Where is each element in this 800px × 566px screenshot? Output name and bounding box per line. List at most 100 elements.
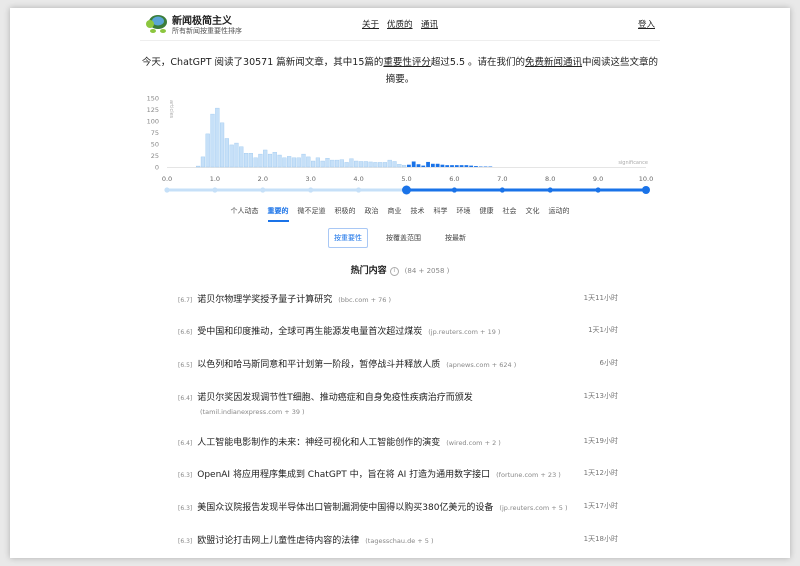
slider-tick-mark [499,187,505,193]
news-score: [6.3] [178,505,193,512]
histogram-bar [354,160,359,168]
histogram-bar [219,122,225,168]
article-count: (84 + 2058 ) [404,267,450,275]
y-tick-label: 0 [155,164,159,172]
news-time: 1天17小时 [583,502,618,510]
x-tick-label: 0.0 [162,175,172,183]
sort-option[interactable]: 按最新 [445,234,466,242]
y-tick-label: 100 [147,118,159,126]
news-title[interactable]: 受中国和印度推动，全球可再生能源发电量首次超过煤炭 [197,327,423,337]
histogram-bar [435,163,440,167]
histogram-bar [334,159,340,168]
histogram-bar [315,157,320,168]
category-tab[interactable]: 文化 [525,207,540,215]
histogram-bar [440,164,445,167]
x-tick-label: 2.0 [258,175,268,183]
news-item: [6.4] 诺贝尔奖因发现调节性T细胞、推动癌症和自身免疫性疾病治疗而颁发 (tam… [178,390,618,416]
histogram-bar [416,164,421,167]
histogram-bar [243,153,249,168]
histogram-bar [459,165,464,167]
category-tab[interactable]: 科学 [433,207,448,215]
y-axis-label: articles [168,100,174,119]
turtle-logo-icon[interactable] [145,12,169,34]
nav-premium[interactable]: 优质的 [387,20,413,30]
slider-tick-mark [308,187,314,193]
category-tab[interactable]: 运动的 [548,207,570,215]
news-source[interactable]: (tagesschau.de + 5 ) [365,537,434,545]
category-tab[interactable]: 重要的 [267,204,289,222]
slider-tick-mark [260,187,266,193]
news-title[interactable]: 美国众议院报告发现半导体出口管制漏洞使中国得以购买380亿美元的设备 [197,503,494,513]
histogram-bar [224,138,229,168]
histogram-bar [277,154,282,168]
histogram-bar [392,161,397,168]
histogram-bar [234,142,239,168]
news-source[interactable]: (jp.reuters.com + 19 ) [428,328,501,336]
x-tick-label: 1.0 [210,175,220,183]
histogram-bar [282,157,287,168]
news-item: [6.3] OpenAI 将应用程序集成到 ChatGPT 中，旨在将 AI 打造… [178,467,618,480]
news-title[interactable]: 以色列和哈马斯同意和平计划第一阶段，暂停战斗并释放人质 [197,360,441,370]
category-tab[interactable]: 社会 [502,207,517,215]
news-source[interactable]: (apnews.com + 624 ) [446,361,517,369]
histogram-bar [349,158,354,168]
nav-newsletter[interactable]: 通讯 [421,20,439,30]
histogram-bar [200,156,206,168]
news-source[interactable]: (tamil.indianexpress.com + 39 ) [200,408,305,416]
histogram-bar [445,165,450,167]
histogram-bar [426,161,430,167]
section-heading: 热门内容 i (84 + 2058 ) [140,263,660,276]
news-source[interactable]: (jp.reuters.com + 5 ) [499,504,568,512]
histogram-bar [430,163,435,167]
category-tab[interactable]: 个人动态 [230,207,259,215]
category-tab[interactable]: 微不足道 [297,207,326,215]
news-time: 1天11小时 [583,294,618,302]
category-tab[interactable]: 健康 [479,207,494,215]
histogram-bar [421,165,426,167]
news-source[interactable]: (fortune.com + 23 ) [496,471,561,479]
news-time: 1天13小时 [583,392,618,400]
x-tick-label: 9.0 [593,175,603,183]
x-tick-label: 8.0 [545,175,555,183]
login-link[interactable]: 登入 [638,20,656,30]
histogram-bar [296,157,301,168]
category-tab[interactable]: 积极的 [334,207,356,215]
histogram-bar [382,162,388,168]
category-tab[interactable]: 政治 [364,207,379,215]
category-tab[interactable]: 商业 [387,207,402,215]
sort-option[interactable]: 按重要性 [328,228,368,248]
category-tab[interactable]: 环境 [456,207,471,215]
news-item: [6.3] 美国众议院报告发现半导体出口管制漏洞使中国得以购买380亿美元的设备 (… [178,500,618,513]
news-title[interactable]: 欧盟讨论打击网上儿童性虐待内容的法律 [197,536,360,546]
section-title: 热门内容 [350,266,387,276]
page-frame [10,8,790,558]
news-score: [6.4] [178,440,193,447]
info-icon[interactable]: i [389,267,399,276]
newsletter-link[interactable]: 免费新闻通讯 [525,57,583,68]
histogram-bar [325,158,330,168]
y-tick-label: 25 [151,152,159,160]
slider-end-handle[interactable] [642,186,650,194]
news-title[interactable]: 诺贝尔奖因发现调节性T细胞、推动癌症和自身免疫性疾病治疗而颁发 [197,393,473,403]
summary-part: 超过5.5 。请在我们的 [430,57,526,68]
brand-name[interactable]: 新闻极简主义 [172,16,232,27]
sort-option[interactable]: 按覆盖范围 [386,234,421,242]
news-time: 1天12小时 [583,469,618,477]
news-time: 1天1小时 [588,326,618,334]
tagline: 所有新闻按重要性排序 [172,27,242,35]
histogram-bar [263,149,268,168]
histogram-bar [474,166,478,167]
nav-about[interactable]: 关于 [362,20,380,30]
news-title[interactable]: 诺贝尔物理学奖授予量子计算研究 [197,295,333,305]
news-title[interactable]: OpenAI 将应用程序集成到 ChatGPT 中，旨在将 AI 打造为通用数字… [197,470,491,480]
news-time: 1天19小时 [583,437,618,445]
significance-link[interactable]: 重要性评分 [383,57,431,68]
histogram-bar [464,165,469,167]
x-tick-label: 10.0 [639,175,653,183]
news-source[interactable]: (bbc.com + 76 ) [338,296,392,304]
category-tab[interactable]: 技术 [410,207,425,215]
slider-handle[interactable] [402,185,411,195]
summary-part: 今天，ChatGPT 阅读了30571 篇新闻文章，其中15篇的 [141,57,384,68]
news-title[interactable]: 人工智能电影制作的未来：神经可视化和人工智能创作的演变 [197,438,441,448]
news-source[interactable]: (wired.com + 2 ) [446,439,501,447]
